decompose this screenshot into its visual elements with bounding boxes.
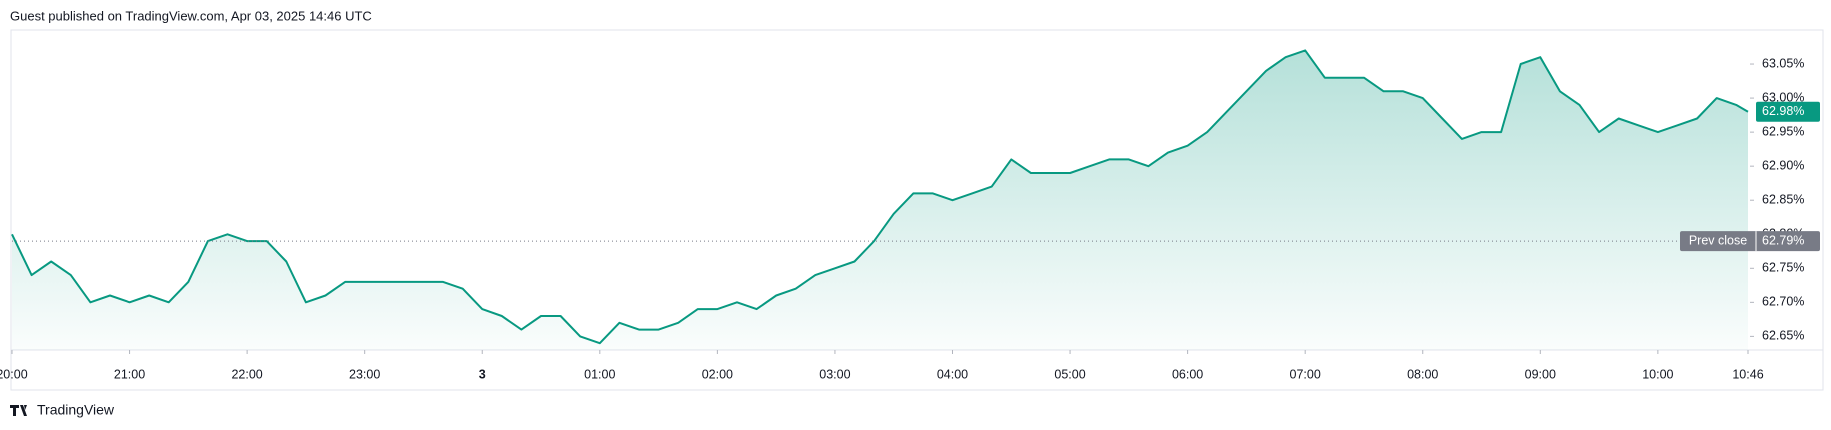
x-tick-label: 10:46 (1732, 367, 1763, 381)
y-tick-label: 63.00% (1762, 90, 1804, 104)
x-tick-label: 08:00 (1407, 367, 1438, 381)
frame (10, 29, 1824, 391)
y-tick-label: 62.65% (1762, 329, 1804, 343)
y-tick-label: 62.90% (1762, 158, 1804, 172)
price-line (11, 49, 1749, 345)
prev-close-tag (1680, 231, 1820, 252)
y-tick-label: 63.05% (1762, 56, 1804, 70)
x-tick-label: 3 (479, 367, 486, 381)
x-tick-label: 06:00 (1172, 367, 1203, 381)
footer: TradingView (37, 402, 115, 418)
last-price-tag (1756, 101, 1820, 122)
x-tick-label: 22:00 (231, 367, 262, 381)
x-tick-label: 21:00 (114, 367, 145, 381)
x-tick-label: 05:00 (1054, 367, 1085, 381)
x-tick-label: 04:00 (937, 367, 968, 381)
x-tick-label: 10:00 (1642, 367, 1673, 381)
x-tick-label: 23:00 (349, 367, 380, 381)
x-tick-label: 01:00 (584, 367, 615, 381)
y-tick-label: 62.75% (1762, 261, 1804, 275)
prev-close-label: 62.79% (1762, 233, 1804, 247)
x-tick-label: 03:00 (819, 367, 850, 381)
y-tick-label: 62.70% (1762, 295, 1804, 309)
logo (10, 405, 27, 416)
x-tick-label: 07:00 (1290, 367, 1321, 381)
last-price-label: 62.98% (1762, 104, 1804, 118)
x-tick-label: 20:00 (0, 367, 28, 381)
x-tick-label: 09:00 (1525, 367, 1556, 381)
y-tick-label: 62.95% (1762, 124, 1804, 138)
header: Guest published on TradingView.com, Apr … (10, 8, 372, 23)
area (12, 50, 1748, 351)
x-tick-label: 02:00 (702, 367, 733, 381)
prev-close-name: Prev close (1689, 233, 1747, 247)
y-tick-label: 62.85% (1762, 193, 1804, 207)
